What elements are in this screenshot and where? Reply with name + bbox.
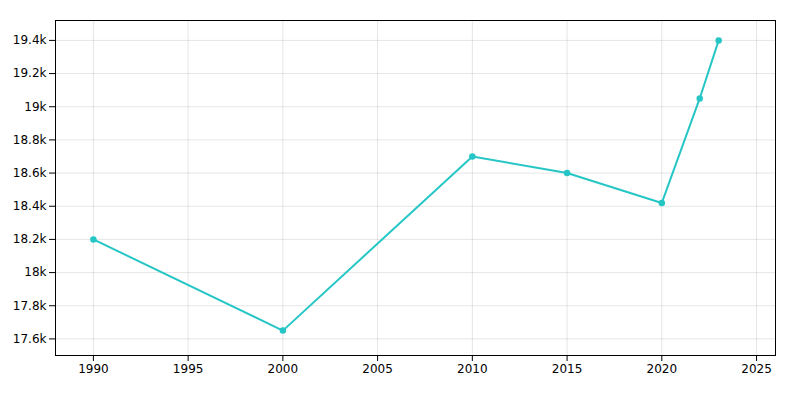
svg-text:19.4k: 19.4k bbox=[13, 33, 47, 47]
svg-text:19.2k: 19.2k bbox=[13, 66, 47, 80]
svg-text:18k: 18k bbox=[24, 265, 46, 279]
svg-text:2020: 2020 bbox=[647, 362, 678, 376]
svg-text:2015: 2015 bbox=[552, 362, 583, 376]
svg-text:2025: 2025 bbox=[741, 362, 772, 376]
svg-text:2000: 2000 bbox=[268, 362, 299, 376]
svg-text:2005: 2005 bbox=[362, 362, 393, 376]
svg-text:18.4k: 18.4k bbox=[13, 199, 47, 213]
svg-text:18.8k: 18.8k bbox=[13, 133, 47, 147]
svg-text:18.6k: 18.6k bbox=[13, 166, 47, 180]
svg-text:1995: 1995 bbox=[173, 362, 204, 376]
svg-text:17.8k: 17.8k bbox=[13, 299, 47, 313]
svg-text:18.2k: 18.2k bbox=[13, 232, 47, 246]
svg-text:17.6k: 17.6k bbox=[13, 332, 47, 346]
svg-text:19k: 19k bbox=[24, 100, 46, 114]
svg-text:1990: 1990 bbox=[78, 362, 109, 376]
svg-text:2010: 2010 bbox=[457, 362, 488, 376]
